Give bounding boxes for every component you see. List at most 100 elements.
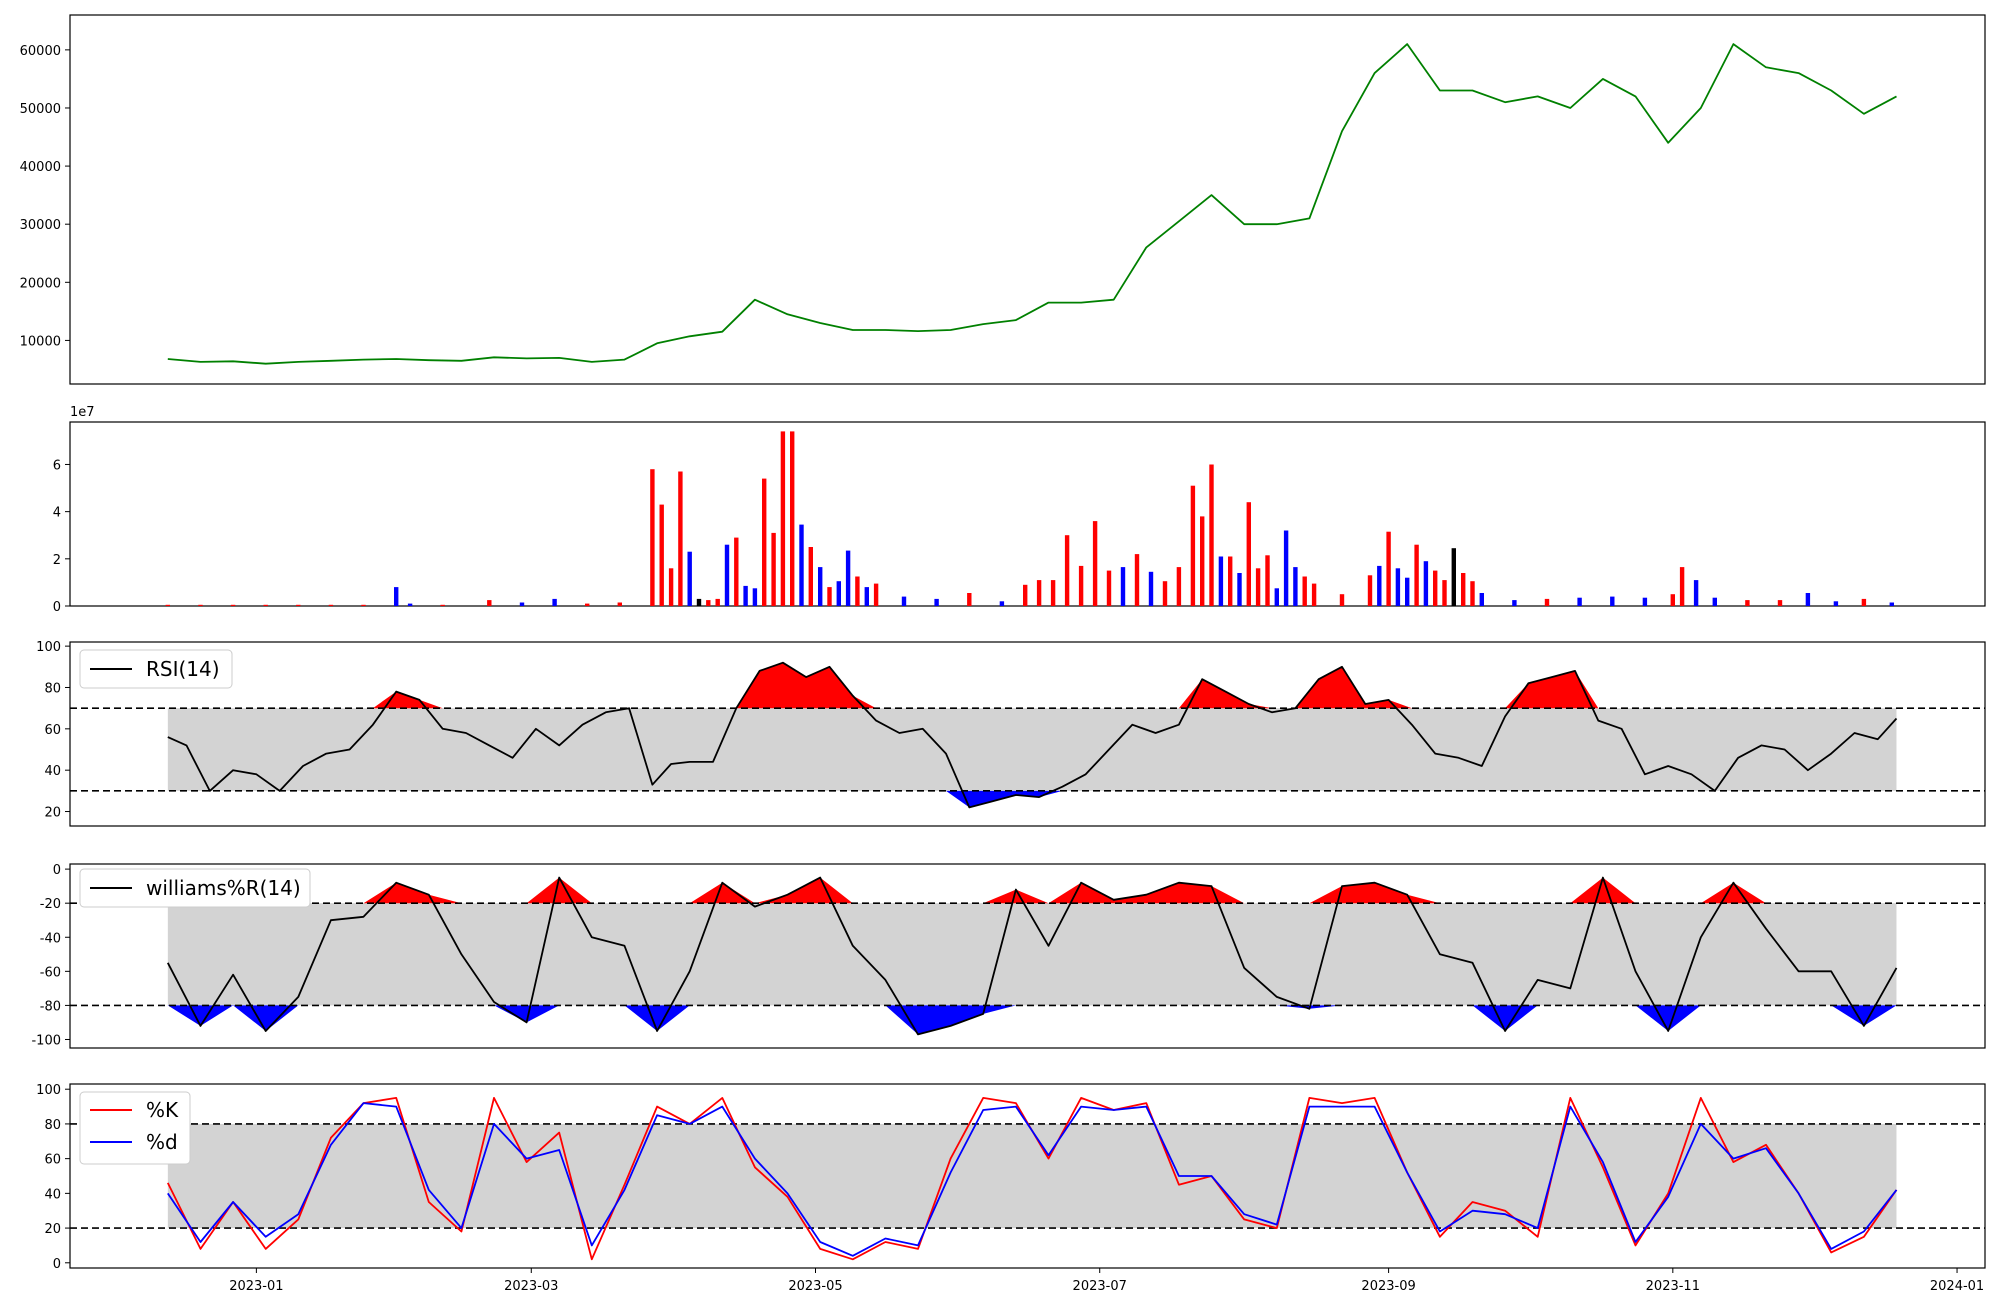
volume-bar xyxy=(967,593,972,606)
stochastic-legend: %K %d xyxy=(79,1091,191,1165)
volume-bar xyxy=(1377,565,1382,606)
rsi-line xyxy=(167,661,1898,809)
volume-bar xyxy=(771,532,776,606)
volume-bar xyxy=(1078,565,1084,606)
volume-bar xyxy=(1311,583,1317,606)
volume-bar xyxy=(780,431,786,606)
volume-bar xyxy=(752,588,758,606)
volume-bar xyxy=(1833,601,1839,606)
williams-ytick-label: -80 xyxy=(40,999,61,1014)
volume-bar xyxy=(1470,581,1475,606)
volume-bar xyxy=(1106,570,1112,606)
price-ytick-label: 20000 xyxy=(20,276,61,291)
volume-bar xyxy=(361,604,366,606)
williams-oversold-fill xyxy=(167,1005,1897,1035)
volume-bar xyxy=(934,598,939,606)
williams-overbought-fill xyxy=(167,877,1897,904)
price-panel: 10000 20000 30000 40000 50000 60000 xyxy=(20,14,1986,385)
volume-bar xyxy=(1283,530,1289,606)
volume-bar xyxy=(407,603,413,606)
williams-legend: williams%R(14) xyxy=(79,868,311,908)
volume-bar xyxy=(901,596,907,606)
volume-bar xyxy=(1861,598,1867,606)
rsi-frame xyxy=(69,641,1986,827)
xtick-label: 2023-11 xyxy=(1646,1279,1700,1294)
volume-bar xyxy=(1544,598,1550,606)
xtick-label: 2023-07 xyxy=(1073,1279,1127,1294)
volume-frame xyxy=(69,421,1986,607)
volume-bar xyxy=(668,568,674,606)
stochastic-ytick-label: 60 xyxy=(44,1153,61,1168)
williams-legend-label: williams%R(14) xyxy=(146,876,301,900)
stochastic-ytick-label: 20 xyxy=(44,1222,61,1237)
volume-panel: 0 2 4 6 xyxy=(53,421,1986,615)
volume-bar xyxy=(687,551,692,606)
volume-bar xyxy=(1889,602,1894,606)
volume-bar xyxy=(1367,575,1373,606)
stochastic-frame xyxy=(69,1083,1986,1269)
volume-bar xyxy=(1442,580,1447,606)
volume-bar xyxy=(999,601,1005,606)
volume-bar xyxy=(706,600,711,606)
volume-bar xyxy=(1414,544,1419,606)
volume-bar xyxy=(1265,555,1270,606)
volume-bar xyxy=(1255,568,1261,606)
rsi-legend-label: RSI(14) xyxy=(146,657,220,681)
volume-bar xyxy=(198,604,203,606)
williams-ytick-label: -40 xyxy=(40,931,61,946)
volume-bar xyxy=(1200,516,1205,606)
volume-bar xyxy=(1148,571,1154,606)
volume-ytick-label: 0 xyxy=(53,600,61,615)
d-legend-label: %d xyxy=(146,1130,178,1154)
williams-ytick-label: -20 xyxy=(40,897,61,912)
rsi-overbought-fill xyxy=(167,662,1897,709)
volume-bar xyxy=(394,587,399,606)
xtick-label: 2023-05 xyxy=(788,1279,842,1294)
volume-bar xyxy=(827,587,832,606)
price-ytick-label: 50000 xyxy=(20,102,61,117)
volume-bar xyxy=(1479,593,1484,606)
williams-frame xyxy=(69,863,1986,1049)
stochastic-ytick-label: 0 xyxy=(53,1257,61,1272)
volume-bar xyxy=(1805,593,1811,606)
volume-bar xyxy=(724,544,730,606)
volume-bar xyxy=(1386,531,1391,606)
volume-bar xyxy=(650,469,655,606)
volume-bar xyxy=(1176,567,1182,606)
williams-panel: -100 -80 -60 -40 -20 0 xyxy=(31,863,1986,1049)
volume-bar xyxy=(1302,576,1307,606)
volume-bar xyxy=(818,567,823,606)
rsi-panel: 20 40 60 80 100 xyxy=(36,640,1986,827)
volume-bar xyxy=(1120,567,1126,606)
xtick-label: 2024-01 xyxy=(1930,1279,1984,1294)
volume-bar xyxy=(1209,464,1214,606)
volume-bar xyxy=(1423,561,1429,606)
volume-bar xyxy=(1461,573,1466,606)
stochastic-ytick-label: 100 xyxy=(36,1083,61,1098)
volume-bar xyxy=(1433,570,1438,606)
volume-bar xyxy=(799,524,804,606)
volume-bar xyxy=(519,602,525,606)
rsi-ytick-label: 60 xyxy=(44,723,61,738)
volume-bar xyxy=(743,585,748,606)
volume-bar xyxy=(440,604,445,606)
xtick-label: 2023-01 xyxy=(229,1279,283,1294)
rsi-oversold-fill xyxy=(167,790,1897,808)
volume-bar xyxy=(585,603,590,606)
volume-bar xyxy=(1339,594,1345,606)
volume-bar xyxy=(617,602,622,606)
volume-bar xyxy=(1274,588,1279,606)
volume-bar xyxy=(678,471,683,606)
volume-bar xyxy=(1610,596,1615,606)
volume-bar xyxy=(1036,580,1042,606)
volume-bar xyxy=(1395,568,1401,606)
volume-bar xyxy=(1023,584,1028,606)
volume-bar xyxy=(734,537,739,606)
volume-bar xyxy=(1679,567,1685,606)
volume-bar xyxy=(715,598,720,606)
price-ytick-label: 10000 xyxy=(20,334,61,349)
volume-bar xyxy=(1228,556,1233,606)
volume-bar xyxy=(790,431,795,606)
volume-bar xyxy=(1162,581,1168,606)
